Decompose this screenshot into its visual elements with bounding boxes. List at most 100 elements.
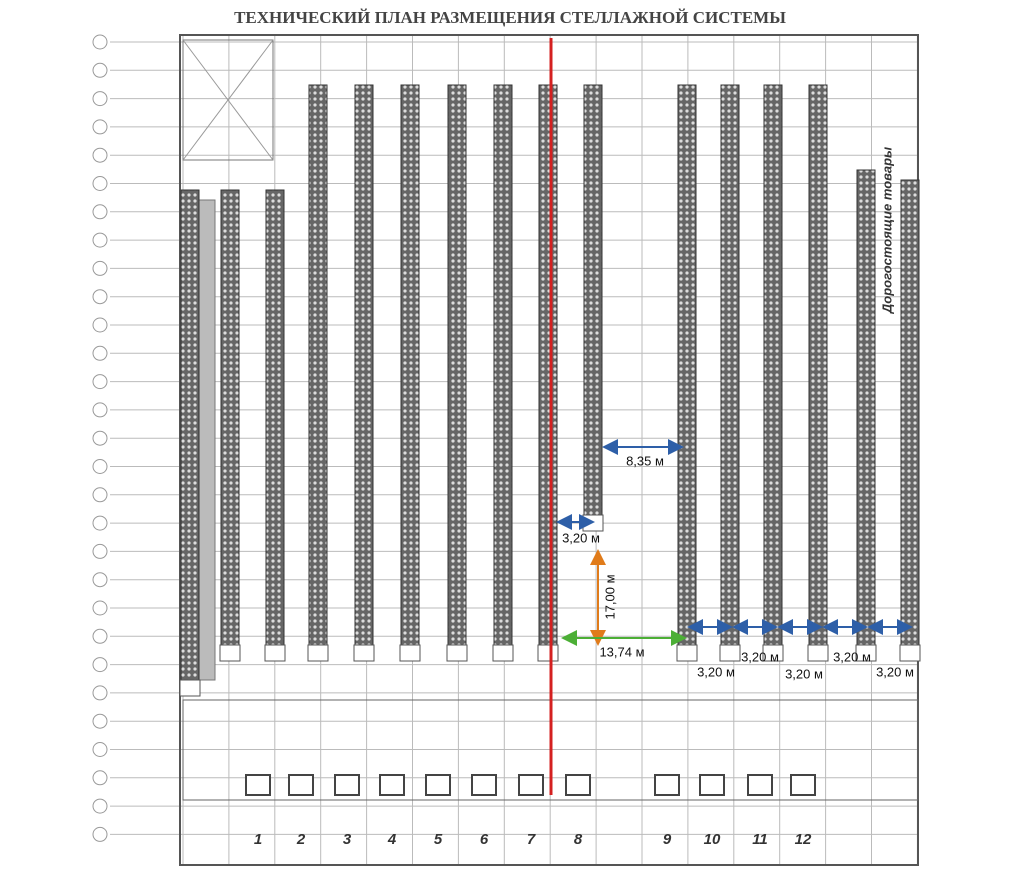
dimension-label: 8,35 м [626,453,664,468]
rack-end [762,644,784,662]
rack [265,189,285,646]
gate-number: 2 [296,831,306,848]
rack [583,84,603,516]
axis-bubble [92,628,108,644]
rack [400,84,420,646]
rack-end [719,644,741,662]
dimension-label: 3,20 м [876,664,914,679]
gate-door [565,774,591,796]
axis-bubble [92,119,108,135]
axis-bubble [92,657,108,673]
room [182,39,274,161]
axis-bubble [92,317,108,333]
axis-bubble [92,713,108,729]
dimension-label: 3,20 м [833,649,871,664]
gate-number: 10 [704,831,721,848]
rack [677,84,697,646]
axis-bubble [92,289,108,305]
axis-bubble [92,91,108,107]
axis-bubble [92,798,108,814]
gate-door [379,774,405,796]
gates: 1 2 3 4 5 6 7 8 9 10 11 12 [245,774,816,848]
rack [808,84,828,646]
title: ТЕХНИЧЕСКИЙ ПЛАН РАЗМЕЩЕНИЯ СТЕЛЛАЖНОЙ С… [234,8,786,27]
axis-bubble [92,459,108,474]
rack [493,84,513,646]
gate-door [471,774,497,796]
gate-number: 11 [752,831,768,848]
rack [447,84,467,646]
gate-number: 4 [387,831,397,848]
rack [720,84,740,646]
gate-door [334,774,360,796]
dimension-label: 17,00 м [602,574,617,619]
gate-door [425,774,451,796]
rack-end [446,644,468,662]
axis-bubble [92,742,108,757]
gate-number: 6 [480,831,489,848]
gate-number: 3 [343,831,352,848]
axis-bubble [92,543,108,559]
rack-end [492,644,514,662]
dimension-label: 3,20 м [562,530,600,545]
gate-number: 5 [434,831,443,848]
axis-bubble [92,260,108,276]
axis-bubble [92,62,108,78]
rack [220,189,240,646]
axis-bubble [92,600,108,616]
rack [538,84,558,646]
axis-bubble [92,34,108,50]
axis-bubble [92,685,108,701]
rack [763,84,783,646]
gate-number: 12 [795,831,812,848]
axis-bubble [92,487,108,503]
rack [900,179,920,646]
axis-bubble [92,176,108,191]
axis-bubble [92,232,108,248]
axis-bubble [92,204,108,220]
axis-bubble [92,402,108,418]
dimension-label: 3,20 м [741,649,779,664]
axis-bubble [92,770,108,786]
axis-bubble [92,147,108,163]
rack [308,84,328,646]
axis-bubble [92,572,108,588]
rack [354,84,374,646]
gate-number: 1 [254,831,262,848]
rack-end [855,644,877,662]
gate-door [288,774,314,796]
rack-end [399,644,421,662]
axis-bubble [92,374,108,390]
room-cross [182,39,274,161]
dimension-label: 13,74 м [599,644,644,659]
rack-end [807,644,829,662]
rack-end [676,644,698,662]
rack-end [537,644,559,662]
gate-door [245,774,271,796]
dimension-label: 3,20 м [697,664,735,679]
axis-bubble [92,430,108,446]
rack-end [899,644,921,662]
rack-end [307,644,329,662]
axis-bubble [92,515,108,531]
rack-end [219,644,241,662]
axis-bubble [92,345,108,361]
rack [180,189,200,681]
gate-door [747,774,773,796]
rack-end [264,644,286,662]
gate-number: 8 [574,831,583,848]
gate-door [654,774,680,796]
rack [856,169,876,646]
dimension-label: 3,20 м [785,666,823,681]
gate-door [790,774,816,796]
gate-door [699,774,725,796]
gate-number: 7 [527,831,536,848]
racks [179,84,921,697]
axis-bubble [92,826,108,842]
gate-door [518,774,544,796]
gate-number: 9 [663,831,672,848]
rack-end [179,679,201,697]
zone-label: Дорогостоящие товары [879,147,894,314]
